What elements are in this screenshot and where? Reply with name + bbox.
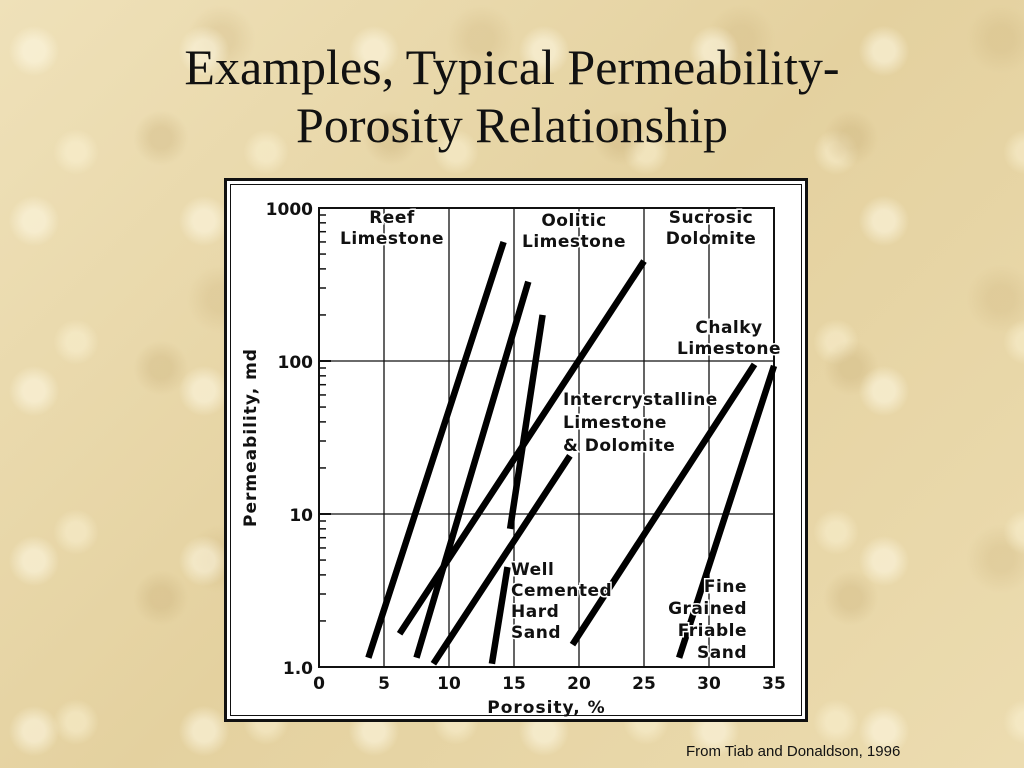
x-tick-label: 10 — [437, 674, 461, 694]
x-tick-label: 35 — [762, 674, 786, 694]
y-tick-label: 1.0 — [283, 659, 313, 679]
chart-frame: 1.0 10 100 1000 0 5 10 15 20 25 30 35 Porosity, % Per… — [224, 178, 808, 722]
annotation-finegrained: Grained — [668, 599, 747, 619]
annotation-finegrained: Sand — [697, 643, 747, 663]
annotation-finegrained: Friable — [678, 621, 747, 641]
x-tick-label: 20 — [567, 674, 591, 694]
series-line-sucrosic-dolomite — [413, 280, 532, 659]
x-tick-label: 30 — [697, 674, 721, 694]
series-line-reef-limestone — [365, 240, 507, 659]
x-tick-label: 5 — [378, 674, 390, 694]
annotation-oolitic: Oolitic — [541, 211, 606, 231]
annotation-sucrosic: Sucrosic — [669, 208, 754, 228]
series-line-sucrosic-dolomite — [506, 314, 546, 530]
annotation-wellcemented: Well — [511, 560, 554, 580]
annotation-reef: Reef — [369, 208, 415, 228]
annotation-reef: Limestone — [340, 229, 444, 249]
x-tick-label: 25 — [632, 674, 656, 694]
annotation-wellcemented: Sand — [511, 623, 561, 643]
annotation-intercrystalline: & Dolomite — [563, 436, 675, 456]
slide-title-line-2: Porosity Relationship — [296, 97, 728, 153]
annotation-finegrained: Fine — [704, 577, 747, 597]
plot-border — [318, 207, 775, 668]
permeability-porosity-chart: 1.0 10 100 1000 0 5 10 15 20 25 30 35 Porosity, % Per… — [241, 200, 786, 718]
series-line-intercrystalline-limestone-dolomite — [430, 454, 573, 666]
y-tick-label: 1000 — [266, 200, 313, 220]
x-tick-label: 0 — [313, 674, 325, 694]
annotation-oolitic: Limestone — [522, 232, 626, 252]
annotation-intercrystalline: Limestone — [563, 413, 667, 433]
slide-title-line-1: Examples, Typical Permeability- — [184, 39, 840, 95]
series-line-well-cemented-hard-sand — [488, 566, 511, 665]
annotation-intercrystalline: Intercrystalline — [563, 390, 718, 410]
series-line-fine-grained-friable-sand — [676, 364, 778, 659]
y-tick-label: 10 — [289, 506, 313, 526]
annotation-chalky: Chalky — [695, 318, 762, 338]
annotation-wellcemented: Cemented — [511, 581, 612, 601]
annotation-chalky: Limestone — [677, 339, 781, 359]
source-credit: From Tiab and Donaldson, 1996 — [686, 743, 901, 760]
x-tick-label: 15 — [502, 674, 526, 694]
series-line-chalky-limestone — [569, 362, 758, 647]
annotation-sucrosic: Dolomite — [666, 229, 757, 249]
y-tick-label: 100 — [278, 353, 314, 373]
x-axis-label: Porosity, % — [487, 698, 605, 718]
y-axis-label: Permeability, md — [241, 348, 261, 527]
annotation-wellcemented: Hard — [511, 602, 559, 622]
slide-title: Examples, Typical Permeability- Porosity… — [0, 38, 1024, 154]
